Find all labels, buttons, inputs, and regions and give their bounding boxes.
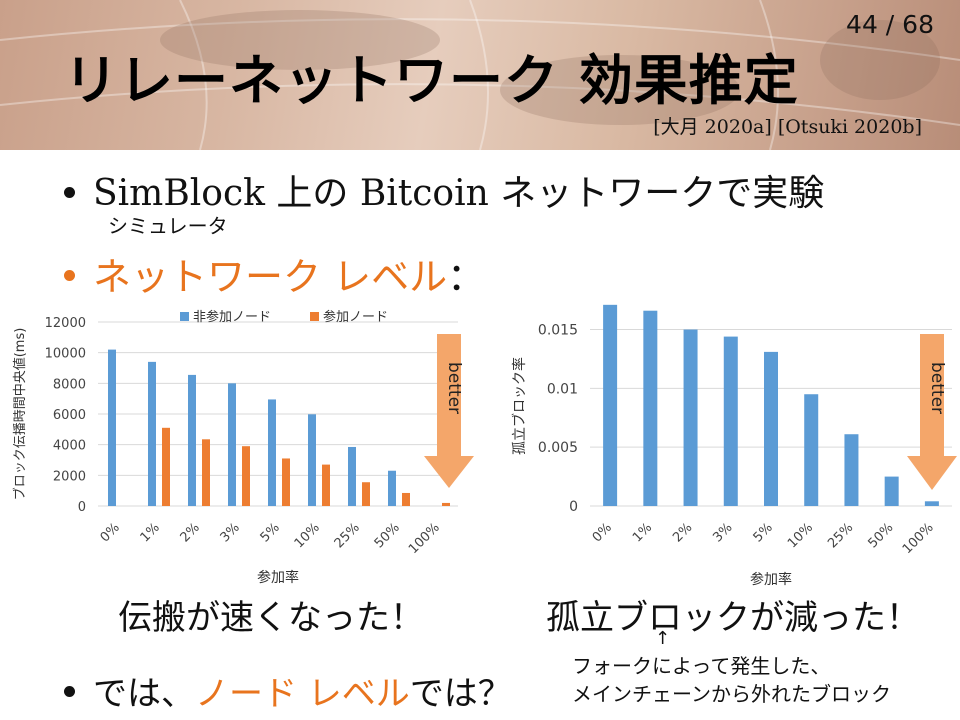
bar — [723, 336, 738, 506]
y-axis-label: 孤立ブロック率 — [511, 357, 528, 455]
better-label: better — [927, 362, 947, 414]
x-tick-label: 5% — [258, 520, 283, 545]
x-tick-label: 0% — [590, 520, 615, 545]
bar — [884, 476, 899, 506]
y-tick-label: 8000 — [53, 377, 86, 392]
x-tick-label: 2% — [178, 520, 203, 545]
legend-swatch — [180, 312, 189, 321]
bar — [643, 310, 658, 506]
bullet-network-level-text: ネットワーク レベル — [93, 255, 448, 299]
x-tick-label: 25% — [825, 520, 856, 551]
x-tick-label: 0% — [98, 520, 123, 545]
x-tick-label: 50% — [372, 520, 403, 551]
y-tick-label: 0.01 — [547, 381, 578, 397]
x-tick-label: 3% — [218, 520, 243, 545]
x-tick-label: 5% — [751, 520, 776, 545]
caption-orphan: 孤立ブロックが減った！ — [546, 598, 920, 638]
bar — [228, 383, 236, 506]
bullet-node-suffix: では？ — [409, 674, 512, 714]
x-tick-label: 100% — [406, 520, 443, 557]
bar — [924, 501, 939, 506]
citation: [大月 2020a] [Otsuki 2020b] — [653, 116, 922, 138]
x-tick-label: 50% — [865, 520, 896, 551]
bar — [764, 351, 778, 506]
bar — [282, 458, 290, 506]
header-banner: 44 / 68 リレーネットワーク 効果推定 [大月 2020a] [Otsuk… — [0, 0, 960, 150]
x-tick-label: 100% — [900, 520, 937, 557]
y-tick-label: 0 — [569, 499, 578, 515]
legend-label: 非参加ノード — [193, 309, 271, 325]
y-tick-label: 4000 — [53, 439, 86, 454]
pointer-arrow: ↑ — [655, 628, 671, 649]
bar — [844, 434, 859, 506]
page-number: 44 / 68 — [846, 10, 934, 39]
bar — [188, 374, 196, 506]
y-tick-label: 0.005 — [538, 440, 578, 456]
x-tick-label: 3% — [710, 520, 735, 545]
bar — [162, 427, 170, 506]
bar — [348, 446, 356, 506]
bullet-node-highlight: ノード レベル — [195, 674, 410, 714]
bar — [148, 361, 156, 506]
y-tick-label: 2000 — [53, 469, 86, 484]
y-axis-label: ブロック伝播時間中央値(ms) — [12, 328, 28, 501]
explanation-line-2: メインチェーンから外れたブロック — [572, 682, 891, 706]
bullet-colon: ： — [447, 255, 486, 299]
bullet-simblock: SimBlock 上の Bitcoin ネットワークで実験 — [64, 164, 824, 216]
x-axis-label: 参加率 — [257, 569, 299, 586]
y-tick-label: 12000 — [45, 316, 86, 331]
bullet-node-level: では、ノード レベルでは？ — [64, 666, 512, 715]
better-arrow — [907, 334, 957, 490]
simulator-note: シミュレータ — [108, 214, 228, 238]
bullet-simblock-text: SimBlock 上の Bitcoin ネットワークで実験 — [93, 173, 825, 214]
x-tick-label: 2% — [670, 520, 695, 545]
bar — [362, 482, 370, 506]
bullet-network-level: ネットワーク レベル： — [64, 246, 485, 301]
propagation-time-chart: 0 2000 4000 6000 8000 10000 12000 0% 1% 2% 3% 5% 10%… — [12, 309, 474, 586]
bar — [683, 329, 698, 506]
bar — [322, 464, 330, 506]
x-tick-label: 10% — [785, 520, 816, 551]
bullet-dot — [64, 186, 75, 198]
bar — [603, 304, 618, 506]
bullet-dot — [64, 686, 75, 697]
bar — [242, 446, 250, 506]
slide-title: リレーネットワーク 効果推定 — [64, 49, 799, 112]
bar — [268, 399, 276, 506]
x-axis-label: 参加率 — [750, 571, 792, 588]
map-background — [0, 0, 960, 150]
charts-area: 0 2000 4000 6000 8000 10000 12000 0% 1% 2% 3% 5% 10%… — [12, 304, 957, 588]
better-arrow — [424, 334, 474, 488]
better-label: better — [444, 362, 464, 414]
y-tick-label: 10000 — [45, 347, 86, 362]
caption-propagation: 伝搬が速くなった！ — [118, 598, 424, 638]
bar — [108, 349, 116, 506]
x-tick-label: 1% — [138, 520, 163, 545]
bar — [388, 470, 396, 506]
legend-label: 参加ノード — [323, 309, 388, 325]
bar — [202, 439, 210, 506]
bullet-dot — [64, 270, 75, 281]
x-tick-label: 10% — [292, 520, 323, 551]
bar — [402, 492, 410, 506]
x-tick-label: 1% — [630, 520, 655, 545]
bar — [804, 394, 819, 506]
y-tick-label: 0.015 — [538, 323, 578, 339]
orphan-rate-chart: 0 0.005 0.01 0.015 0% 1% 2% 3% 5% 10% 25% 50% 100% 参加… — [511, 304, 957, 588]
y-tick-label: 0 — [78, 500, 86, 515]
bar — [308, 414, 316, 506]
legend-swatch — [310, 312, 319, 321]
x-tick-label: 25% — [332, 520, 363, 551]
orphan-explanation: フォークによって発生した、 メインチェーンから外れたブロック — [572, 652, 891, 708]
bullet-node-prefix: では、 — [93, 674, 195, 714]
bar — [442, 502, 450, 506]
y-tick-label: 6000 — [53, 408, 86, 423]
explanation-line-1: フォークによって発生した、 — [572, 654, 831, 678]
